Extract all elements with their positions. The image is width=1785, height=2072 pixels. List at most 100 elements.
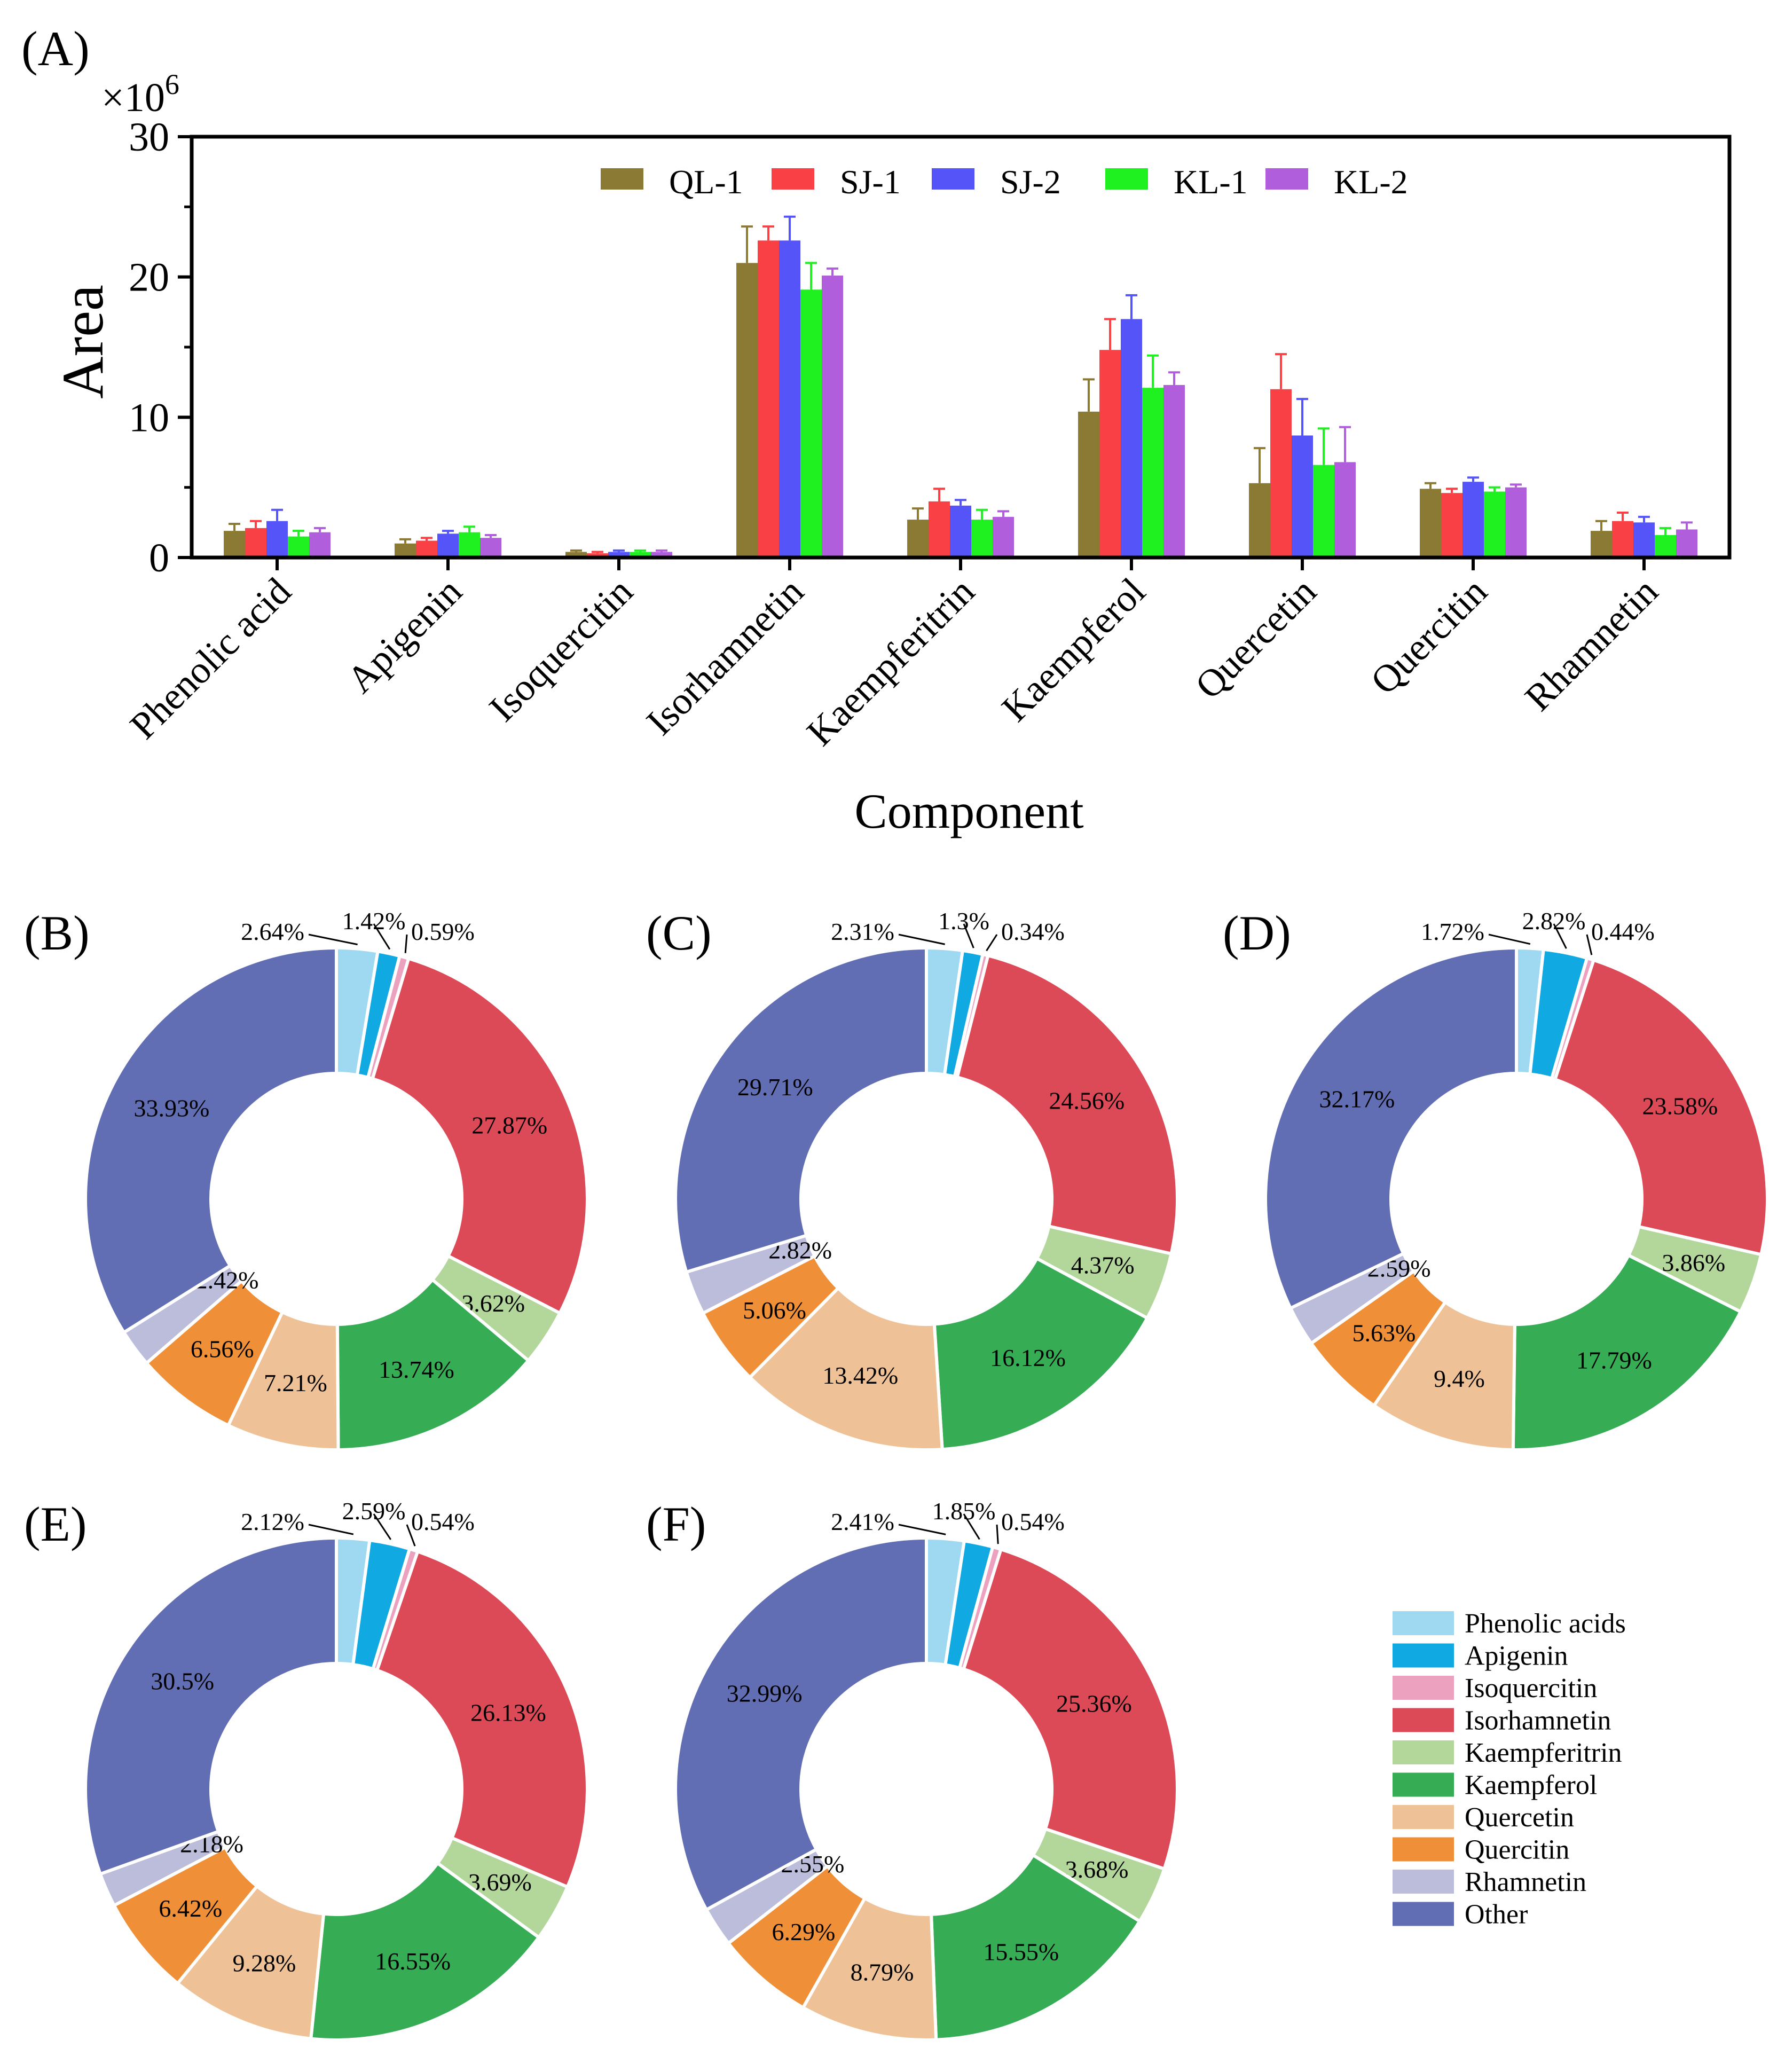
- plot-frame: [190, 135, 1732, 560]
- slice-label: 15.55%: [983, 1938, 1059, 1966]
- y-axis-ticks: 0 10 20 30: [129, 115, 192, 580]
- pie-legend-swatch-2: [1393, 1676, 1454, 1700]
- pie-legend-label-2: Isoquercitin: [1465, 1673, 1597, 1704]
- bar-KL-2-6: [1334, 462, 1356, 558]
- slice-label: 32.99%: [727, 1679, 803, 1707]
- x-tick-label: Quercitin: [1362, 570, 1495, 703]
- bar-QL-1-2: [565, 552, 587, 558]
- bar-legend: QL-1 SJ-1 SJ-2 KL-1 KL-2: [601, 163, 1408, 201]
- donut-slice-3: [375, 1549, 589, 1889]
- bar-SJ-1-0: [245, 528, 266, 558]
- panel-label: (B): [24, 906, 90, 960]
- donut-slice-3: [962, 1547, 1179, 1871]
- slice-label: 4.37%: [1071, 1251, 1135, 1278]
- legend-label-SJ-1: SJ-1: [840, 163, 901, 201]
- bar-KL-1-7: [1484, 491, 1505, 558]
- pie-legend-label-7: Quercitin: [1465, 1835, 1569, 1865]
- bar-KL-2-8: [1676, 529, 1697, 558]
- x-tick-label: Isorhamnetin: [638, 570, 812, 743]
- bar-QL-1-6: [1249, 483, 1270, 558]
- donut-slice-5: [929, 1853, 1142, 2042]
- donut-slice-5: [1511, 1253, 1743, 1451]
- leader-line: [373, 923, 391, 950]
- leader-line: [308, 1524, 354, 1535]
- y-tick-label: 10: [129, 395, 169, 440]
- leader-line: [898, 933, 945, 945]
- donut-slice-9: [83, 1536, 338, 1877]
- bar-SJ-1-4: [929, 501, 950, 558]
- donut-slice-9: [1264, 946, 1518, 1310]
- y-tick-label: 0: [149, 536, 169, 580]
- slice-label: 24.56%: [1049, 1087, 1125, 1114]
- bar-SJ-2-4: [950, 505, 971, 558]
- pie-legend-label-9: Other: [1465, 1900, 1528, 1930]
- bar-KL-1-1: [459, 532, 480, 558]
- slice-label: 27.87%: [471, 1112, 547, 1139]
- pie-legend-label-8: Rhamnetin: [1465, 1867, 1586, 1897]
- leader-line: [996, 1524, 999, 1544]
- x-tick-label: Quercetin: [1187, 570, 1324, 707]
- legend-label-KL-1: KL-1: [1174, 163, 1248, 201]
- slice-label: 6.56%: [191, 1335, 254, 1362]
- slice-label: 26.13%: [470, 1699, 546, 1726]
- bar-KL-2-1: [480, 538, 501, 558]
- slice-label: 16.12%: [990, 1344, 1066, 1371]
- bar-KL-2-3: [822, 276, 843, 558]
- bar-QL-1-5: [1078, 411, 1099, 558]
- pie-legend-swatch-3: [1393, 1708, 1454, 1732]
- bar-KL-1-3: [800, 289, 822, 558]
- slice-label: 6.42%: [159, 1895, 222, 1922]
- slice-label: 23.58%: [1642, 1093, 1718, 1120]
- slice-label: 13.42%: [822, 1362, 898, 1389]
- slice-label: 9.28%: [232, 1950, 296, 1977]
- leader-line: [404, 934, 408, 953]
- leader-line: [373, 1513, 392, 1540]
- slice-label: 2.64%: [241, 918, 304, 945]
- x-axis-tick-labels: Phenolic acid Apigenin IsoquercitinIsorham…: [122, 558, 1666, 754]
- slice-label: 7.21%: [264, 1369, 327, 1396]
- slice-label: 1.3%: [938, 907, 989, 935]
- pie-legend-swatch-8: [1393, 1870, 1454, 1894]
- pie-legend-swatch-6: [1393, 1805, 1454, 1829]
- legend-label-KL-2: KL-2: [1334, 163, 1408, 201]
- legend-swatch-QL-1: [601, 168, 643, 190]
- leader-line: [1488, 933, 1531, 945]
- slice-label: 30.5%: [151, 1667, 214, 1694]
- bar-QL-1-0: [224, 531, 245, 558]
- legend-swatch-SJ-2: [932, 168, 974, 190]
- slice-label: 0.54%: [411, 1508, 475, 1535]
- leader-line: [1553, 923, 1567, 949]
- leader-line: [963, 923, 974, 948]
- slice-label: 2.59%: [342, 1497, 406, 1525]
- slice-label: 1.42%: [342, 907, 406, 935]
- pie-legend: Phenolic acidsApigeninIsoquercitinIsorha…: [1393, 1608, 1626, 1930]
- y-tick-label: 20: [129, 255, 169, 300]
- panel-label: (F): [646, 1497, 706, 1551]
- y-multiplier-exponent: 6: [165, 68, 179, 100]
- donut-chart-d: (D) 1.72% 2.82% 0.44% 23.58% 3.86% 17.79% 9.4% 5…: [1223, 906, 1769, 1452]
- leader-line: [406, 1524, 416, 1547]
- pie-legend-label-3: Isorhamnetin: [1465, 1706, 1611, 1736]
- legend-swatch-SJ-1: [772, 168, 814, 190]
- donut-chart-e: (E) 2.12% 2.59% 0.54% 26.13% 3.69% 16.55% 9.28%…: [24, 1497, 589, 2042]
- donut-slice-3: [370, 956, 589, 1315]
- slice-label: 3.86%: [1662, 1249, 1725, 1276]
- pie-legend-swatch-4: [1393, 1740, 1454, 1764]
- x-tick-label: Kaempferitrin: [798, 570, 982, 754]
- pie-legend-swatch-0: [1393, 1611, 1454, 1635]
- bar-SJ-2-7: [1462, 482, 1484, 558]
- x-tick-label: Isoquercitin: [481, 570, 641, 730]
- y-multiplier-label: ×106: [101, 68, 179, 120]
- leader-line: [986, 934, 998, 952]
- donut-chart-c: (C) 2.31% 1.3% 0.34% 24.56% 4.37% 16.12% 13.42%…: [646, 906, 1179, 1451]
- leader-line: [898, 1524, 946, 1535]
- slice-label: 32.17%: [1319, 1086, 1395, 1113]
- pie-legend-swatch-7: [1393, 1837, 1454, 1862]
- bar-KL-1-2: [630, 552, 651, 558]
- panel-label: (C): [646, 906, 712, 960]
- x-tick-label: Phenolic acid: [122, 570, 299, 747]
- slice-label: 1.72%: [1421, 918, 1484, 945]
- legend-swatch-KL-1: [1105, 168, 1148, 190]
- bar-SJ-1-2: [587, 553, 608, 558]
